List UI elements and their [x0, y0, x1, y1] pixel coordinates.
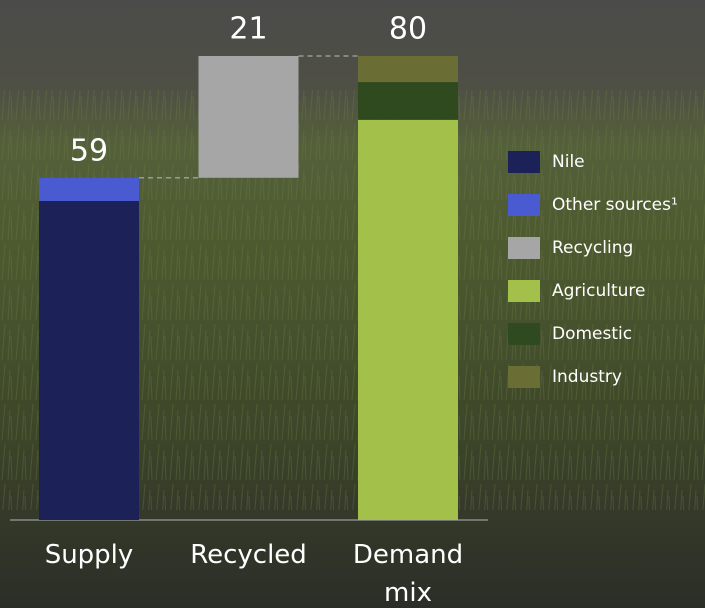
- legend-label: Nile: [552, 152, 585, 172]
- x-tick-label: Supply: [44, 540, 134, 570]
- legend-label: Agriculture: [552, 281, 646, 301]
- bar-segment: [358, 119, 458, 521]
- legend-swatch: [508, 280, 540, 302]
- bar-segment: [358, 56, 458, 83]
- bar-segment: [39, 201, 139, 520]
- total-label: 80: [389, 12, 427, 47]
- legend-swatch: [508, 323, 540, 345]
- legend-swatch: [508, 366, 540, 388]
- x-tick-label: Recycled: [190, 540, 307, 570]
- legend-label: Domestic: [552, 324, 632, 344]
- total-label: 21: [229, 12, 267, 47]
- total-label: 59: [70, 133, 108, 168]
- bar-segment: [198, 56, 299, 178]
- legend-swatch: [508, 151, 540, 173]
- legend-label: Recycling: [552, 238, 633, 258]
- bar-segment: [39, 177, 139, 201]
- legend-label: Other sources¹: [552, 195, 678, 215]
- x-tick-label: Demand mix: [352, 540, 464, 608]
- legend-swatch: [508, 237, 540, 259]
- legend-swatch: [508, 194, 540, 216]
- bar-segment: [358, 82, 458, 120]
- legend-label: Industry: [552, 367, 622, 387]
